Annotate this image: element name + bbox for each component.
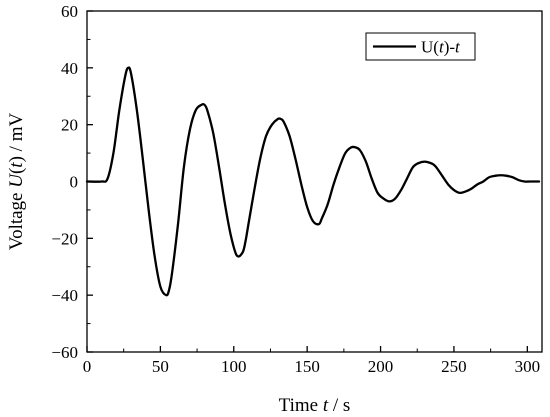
- y-tick-label: −60: [51, 343, 78, 362]
- y-axis-title: Voltage U(t) / mV: [6, 113, 27, 251]
- y-axis-title-pre: Voltage: [6, 188, 27, 250]
- plot-frame: [86, 10, 543, 353]
- y-tick-label: 0: [70, 173, 79, 192]
- series-line-u-t: [85, 66, 541, 297]
- x-tick-label: 100: [221, 357, 247, 376]
- y-axis-title-mid: (: [6, 168, 27, 174]
- legend-label-var: t: [439, 38, 445, 57]
- x-tick-label: 0: [83, 357, 92, 376]
- x-axis-title-post: / s: [328, 395, 350, 416]
- y-axis-title-var: U: [6, 173, 27, 188]
- x-tick-label: 50: [152, 357, 169, 376]
- y-tick-label: 20: [61, 116, 78, 135]
- y-axis-title-arg: t: [6, 162, 27, 168]
- legend-label-post: )-: [444, 38, 456, 57]
- y-axis-title-post: ) / mV: [6, 113, 27, 163]
- y-tick-label: −20: [51, 229, 78, 248]
- x-tick-labels: 0 50 100 150 200 250 300: [83, 357, 540, 376]
- legend-label-pre: U(: [421, 38, 439, 57]
- y-tick-labels: −60 −40 −20 0 20 40 60: [51, 2, 78, 362]
- y-tick-label: 60: [61, 2, 78, 21]
- x-axis-title: Time t / s: [279, 395, 351, 416]
- x-axis-title-var: t: [323, 395, 329, 416]
- y-tick-label: 40: [61, 59, 78, 78]
- legend: U(t)-t: [365, 32, 476, 61]
- x-axis-title-pre: Time: [279, 395, 323, 416]
- y-tick-label: −40: [51, 286, 78, 305]
- x-ticks: [86, 346, 528, 352]
- x-tick-label: 250: [441, 357, 467, 376]
- x-tick-label: 200: [368, 357, 394, 376]
- x-tick-label: 150: [294, 357, 320, 376]
- legend-label-var2: t: [455, 38, 461, 57]
- legend-label: U(t)-t: [421, 38, 461, 57]
- x-tick-label: 300: [515, 357, 541, 376]
